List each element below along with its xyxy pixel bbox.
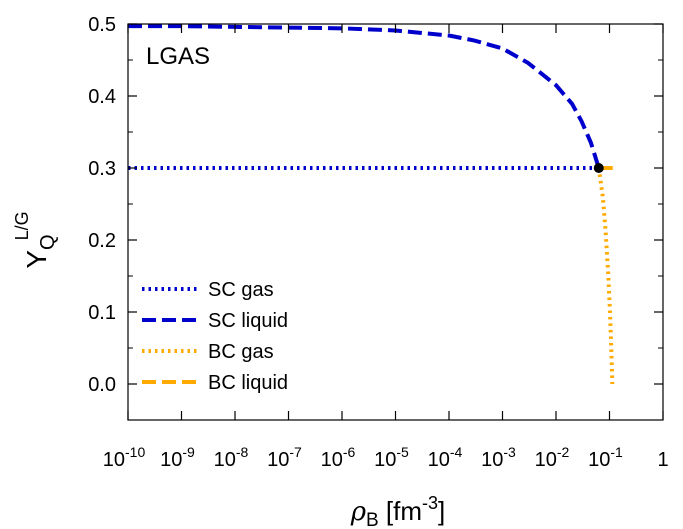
x-tick-label: 10-10 — [103, 444, 146, 471]
y-tick-label: 0.0 — [88, 374, 116, 396]
x-tick-label-base: 10 — [374, 449, 396, 471]
y-axis-label-sub: Q — [37, 234, 59, 250]
x-tick-label: 10-8 — [214, 444, 249, 471]
x-tick-label-exp: -7 — [289, 444, 302, 460]
legend: SC gas SC liquid BC gas BC liquid — [142, 279, 288, 394]
x-tick-label: 1 — [657, 449, 668, 471]
y-tick-label: 0.4 — [88, 86, 116, 108]
x-tick-label-exp: -4 — [450, 444, 463, 460]
x-tick-label-exp: -10 — [125, 444, 145, 460]
y-axis-label-main: Y — [21, 250, 52, 269]
axis-ticks — [127, 23, 664, 421]
x-tick-label-exp: -6 — [343, 444, 356, 460]
x-tick-label: 10-5 — [374, 444, 409, 471]
x-tick-label-base: 10 — [588, 449, 610, 471]
x-tick-label-base: 10 — [428, 449, 450, 471]
panel-label: LGAS — [146, 43, 210, 70]
y-tick-label: 0.2 — [88, 230, 116, 252]
x-tick-label-exp: -2 — [557, 444, 570, 460]
x-tick-label-base: 1 — [657, 449, 668, 471]
x-tick-label-base: 10 — [321, 449, 343, 471]
x-tick-label-exp: -3 — [503, 444, 516, 460]
x-tick-label: 10-7 — [267, 444, 302, 471]
x-tick-label-base: 10 — [103, 449, 125, 471]
x-tick-label: 10-9 — [160, 444, 195, 471]
x-tick-label-base: 10 — [267, 449, 289, 471]
axis-tick-labels: 0.00.10.20.30.40.510-10 10-9 10-8 10-7 10-6 1… — [88, 14, 668, 471]
y-axis-label-sup: L/G — [12, 211, 32, 240]
x-tick-label-exp: -1 — [610, 444, 623, 460]
x-axis-label-unit: [fm — [379, 496, 422, 526]
x-tick-label: 10-6 — [321, 444, 356, 471]
x-tick-label-base: 10 — [535, 449, 557, 471]
transition-point-marker — [593, 163, 604, 173]
x-axis-label-sub: B — [366, 510, 379, 529]
x-tick-label: 10-4 — [428, 444, 463, 471]
x-axis-label: ρB [fm-3] — [350, 493, 446, 529]
x-tick-label-base: 10 — [160, 449, 182, 471]
y-tick-label: 0.5 — [88, 14, 116, 36]
plot-series-group — [128, 24, 615, 385]
x-axis-label-symbol: ρ — [350, 497, 367, 527]
y-axis-label: YQ L/G — [12, 211, 59, 268]
x-axis-label-sup: -3 — [422, 493, 438, 513]
legend-label-bc-gas: BC gas — [208, 341, 274, 363]
legend-label-bc-liquid: BC liquid — [208, 372, 288, 394]
x-tick-label-exp: -9 — [182, 444, 195, 460]
y-tick-label: 0.3 — [88, 158, 116, 180]
x-axis-label-close: ] — [438, 496, 445, 526]
x-tick-label-exp: -8 — [236, 444, 249, 460]
x-tick-label-exp: -5 — [396, 444, 409, 460]
x-tick-label-base: 10 — [481, 449, 503, 471]
x-tick-label-base: 10 — [214, 449, 236, 471]
legend-label-sc-liquid: SC liquid — [208, 310, 288, 332]
series-line-sc-liquid — [128, 24, 601, 169]
x-tick-label: 10-2 — [535, 444, 570, 471]
x-tick-label: 10-3 — [481, 444, 516, 471]
y-tick-label: 0.1 — [88, 302, 116, 324]
x-tick-label: 10-1 — [588, 444, 623, 471]
legend-label-sc-gas: SC gas — [208, 279, 274, 301]
